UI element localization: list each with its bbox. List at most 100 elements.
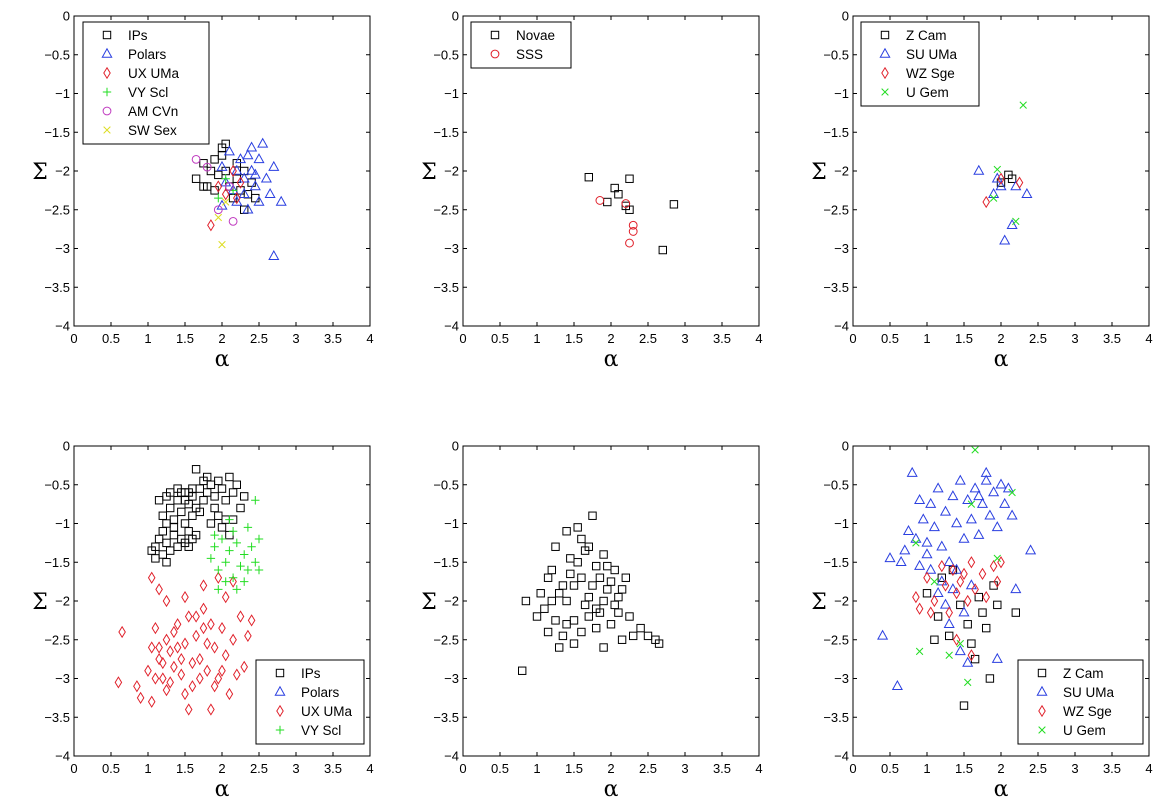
data-point xyxy=(603,561,612,571)
data-point xyxy=(232,538,241,548)
legend-entry: VY Scl xyxy=(301,723,341,738)
data-point xyxy=(221,649,230,662)
x-tick-label: 0.5 xyxy=(102,331,120,346)
data-point xyxy=(254,534,264,544)
x-tick-label: 3 xyxy=(1071,761,1078,776)
data-point xyxy=(162,633,171,646)
legend-entry: UX UMa xyxy=(301,704,352,719)
x-axis-label: α xyxy=(604,777,619,802)
data-point xyxy=(555,589,564,598)
data-point xyxy=(592,561,601,571)
x-tick-label: 1 xyxy=(144,331,151,346)
data-point xyxy=(925,563,937,574)
data-point xyxy=(967,556,976,569)
data-point xyxy=(606,577,616,586)
data-point xyxy=(930,594,939,608)
data-point xyxy=(625,612,634,621)
data-point xyxy=(971,583,979,596)
y-axis-label: Σ xyxy=(421,160,437,185)
data-point xyxy=(214,213,223,222)
data-point xyxy=(562,596,571,606)
series-ux-uma xyxy=(207,164,245,232)
data-point xyxy=(199,602,208,615)
data-point xyxy=(223,145,235,156)
x-tick-label: 3 xyxy=(681,331,688,346)
data-point xyxy=(532,612,542,621)
y-tick-label: −1.5 xyxy=(823,125,849,140)
data-point xyxy=(214,180,223,193)
data-point xyxy=(906,466,918,477)
data-point xyxy=(195,507,205,517)
data-point xyxy=(584,592,593,602)
data-point xyxy=(228,573,238,582)
data-point xyxy=(228,216,238,226)
legend: IPs Polars UX UMa VY Scl xyxy=(255,659,365,745)
legend-marker xyxy=(103,126,111,134)
data-point xyxy=(166,676,174,689)
data-point xyxy=(231,164,243,175)
legend-entry: Polars xyxy=(301,685,340,700)
data-point xyxy=(921,536,933,547)
data-point xyxy=(599,596,608,606)
y-tick-label: −2 xyxy=(834,164,849,179)
legend-marker xyxy=(1038,704,1046,718)
data-point xyxy=(232,174,242,183)
data-point xyxy=(939,598,952,609)
panel-4: 0 0.5 1 1.5 2 2.5 3 3.5 4 0 −0.5 −1 −1.5 −2 −2.5 −3 −3.5… xyxy=(32,439,373,803)
data-point xyxy=(147,571,156,584)
data-point xyxy=(922,589,932,598)
y-tick-label: −0.5 xyxy=(823,477,849,492)
y-tick-label: −2 xyxy=(834,594,849,609)
y-tick-label: −3 xyxy=(834,671,849,686)
data-point xyxy=(225,546,234,555)
data-point xyxy=(993,165,1002,174)
data-point xyxy=(577,573,586,582)
data-point xyxy=(599,550,608,559)
data-point xyxy=(899,544,911,555)
data-point xyxy=(547,596,556,606)
data-point xyxy=(144,664,152,677)
data-point xyxy=(621,573,630,582)
data-point xyxy=(949,563,957,577)
data-point xyxy=(181,687,189,701)
panel-5: 0 0.5 1 1.5 2 2.5 3 3.5 4 0 −0.5 −1 −1.5 −2 −2.5 −3 −3.5… xyxy=(421,439,762,803)
y-tick-label: −2.5 xyxy=(433,632,459,647)
data-point xyxy=(1021,188,1033,198)
y-tick-label: −1 xyxy=(834,86,849,101)
data-point xyxy=(982,195,990,209)
data-point xyxy=(170,660,178,674)
data-point xyxy=(151,672,160,685)
x-tick-label: 3 xyxy=(1071,331,1078,346)
panel-1: 0 0.5 1 1.5 2 2.5 3 3.5 4 0 −0.5 −1 −1.5 −2 −2.5 −3 −3.5… xyxy=(32,9,373,373)
x-tick-label: 0 xyxy=(849,331,856,346)
y-tick-label: −1.5 xyxy=(44,555,70,570)
y-axis-label: Σ xyxy=(32,590,48,615)
x-tick-label: 1.5 xyxy=(955,761,973,776)
x-tick-label: 2 xyxy=(997,761,1004,776)
legend-marker xyxy=(490,30,500,40)
panel-6: 0 0.5 1 1.5 2 2.5 3 3.5 4 0 −0.5 −1 −1.5 −2 −2.5 −3 −3.5… xyxy=(811,439,1152,803)
data-point xyxy=(253,153,265,164)
data-point xyxy=(192,629,200,643)
x-tick-label: 3.5 xyxy=(1103,761,1121,776)
data-point xyxy=(562,527,571,536)
legend-marker xyxy=(881,66,889,80)
data-point xyxy=(625,238,634,248)
data-point xyxy=(945,631,954,641)
data-point xyxy=(217,143,227,152)
data-point xyxy=(982,590,990,604)
data-point xyxy=(1008,488,1016,497)
data-point xyxy=(1012,217,1020,226)
series-am-cvn xyxy=(191,154,238,226)
legend-entry: SU UMa xyxy=(906,47,957,62)
data-point xyxy=(260,172,272,183)
x-tick-label: 4 xyxy=(1145,331,1152,346)
data-point xyxy=(210,155,219,164)
data-point xyxy=(915,602,924,615)
data-point xyxy=(199,579,208,592)
data-point xyxy=(588,511,597,520)
legend-entry: WZ Sge xyxy=(906,66,955,81)
data-point xyxy=(242,203,254,214)
data-point xyxy=(192,610,200,623)
y-tick-label: −2.5 xyxy=(44,202,70,217)
